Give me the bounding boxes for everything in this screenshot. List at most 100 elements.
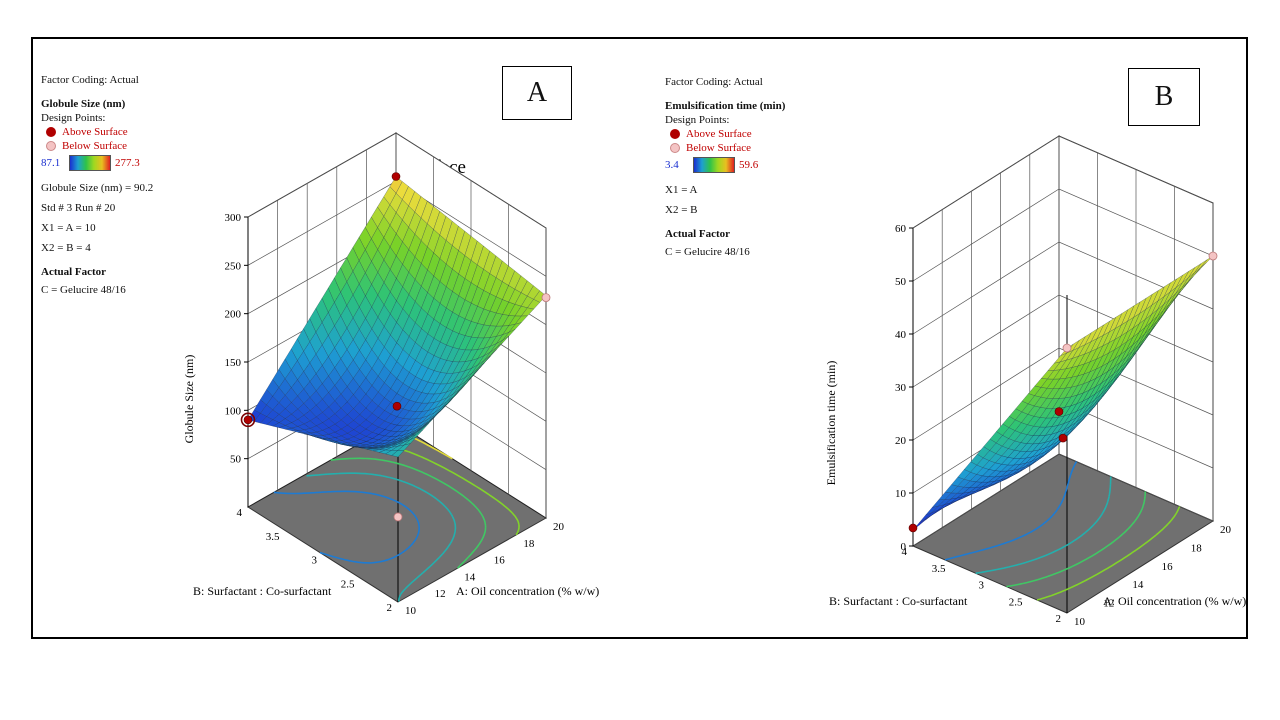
legend-below: Below Surface: [41, 139, 153, 153]
design-point-above: [1054, 407, 1064, 416]
above-surface-label: Above Surface: [62, 126, 128, 138]
z-tick-label: 150: [225, 357, 242, 369]
detail-line: X1 = A: [665, 184, 698, 196]
z-tick-label: 100: [225, 405, 242, 417]
scale-low: 87.1: [41, 157, 61, 169]
panel-a-info: Factor Coding: Actual Globule Size (nm) …: [41, 73, 153, 297]
z-tick-label: 30: [895, 382, 907, 394]
color-scale-bar: [69, 155, 111, 171]
z-tick-label: 10: [895, 488, 907, 500]
floor-contour: [273, 490, 420, 564]
selected-point-ring: [240, 412, 256, 428]
floor-contour: [1006, 491, 1146, 588]
y-axis-label: B: Surfactant : Co-surfactant: [193, 584, 332, 598]
below-surface-icon: [670, 143, 680, 153]
detail-line: Std # 3 Run # 20: [41, 202, 116, 214]
x-tick-label: 20: [553, 521, 565, 533]
x-tick-label: 14: [464, 571, 476, 583]
design-point-above: [243, 415, 253, 425]
z-tick-label: 50: [895, 276, 907, 288]
x-tick-label: 16: [494, 555, 506, 567]
floor-contour: [1036, 506, 1181, 601]
detail-line: X1 = A = 10: [41, 222, 96, 234]
floor-contour: [944, 461, 1078, 561]
y-tick-label: 4: [237, 507, 243, 519]
figure-frame: Factor Coding: Actual Globule Size (nm) …: [31, 37, 1248, 639]
below-surface-icon: [46, 141, 56, 151]
design-points-label: Design Points:: [41, 112, 106, 124]
x-axis-label: A: Oil concentration (% w/w): [1103, 594, 1246, 608]
z-tick-label: 200: [225, 309, 242, 321]
detail-line: Globule Size (nm) = 90.2: [41, 182, 154, 194]
x-tick-label: 18: [523, 538, 535, 550]
y-tick-label: 3.5: [266, 531, 280, 543]
x-axis-label: A: Oil concentration (% w/w): [456, 584, 599, 598]
legend-above: Above Surface: [665, 127, 785, 141]
factor-coding-label: Factor Coding: Actual: [41, 74, 139, 86]
y-tick-label: 2.5: [1009, 596, 1023, 608]
actual-factor-header: Actual Factor: [665, 228, 731, 240]
x-tick-label: 20: [1220, 524, 1232, 536]
scale-high: 59.6: [739, 159, 759, 171]
x-tick-label: 16: [1162, 561, 1174, 573]
z-tick-label: 300: [225, 212, 242, 224]
y-tick-label: 2.5: [341, 578, 355, 590]
design-point-above: [392, 401, 402, 411]
z-tick-label: 20: [895, 435, 907, 447]
panel-letter-box: B: [1128, 68, 1200, 126]
y-tick-label: 3.5: [932, 563, 946, 575]
design-points-label: Design Points:: [665, 114, 730, 126]
x-tick-label: 10: [1074, 616, 1086, 628]
floor-contour: [975, 476, 1112, 575]
response-name: Globule Size (nm): [41, 98, 126, 110]
below-surface-label: Below Surface: [686, 142, 752, 154]
surface-chart-b: 3D Surface010203040506010121416182022.53…: [824, 135, 1246, 628]
z-tick-label: 50: [230, 454, 242, 466]
x-tick-label: 18: [1191, 542, 1203, 554]
design-point-above: [391, 172, 401, 181]
design-point-below: [1208, 251, 1218, 261]
actual-factor-header: Actual Factor: [41, 266, 107, 278]
above-surface-icon: [46, 127, 56, 137]
x-tick-label: 10: [405, 605, 417, 617]
surface-chart-a: 3D Surface501001502002503001012141618202…: [182, 132, 599, 617]
actual-factor-value: C = Gelucire 48/16: [665, 246, 750, 258]
z-axis-label: Globule Size (nm): [182, 355, 196, 444]
floor-contour: [330, 457, 487, 569]
above-surface-icon: [670, 129, 680, 139]
design-point-below: [541, 293, 551, 303]
above-surface-label: Above Surface: [686, 128, 752, 140]
legend-above: Above Surface: [41, 125, 153, 139]
y-tick-label: 3: [979, 580, 985, 592]
x-tick-label: 12: [435, 588, 446, 600]
y-tick-label: 2: [1056, 613, 1062, 625]
x-tick-label: 14: [1132, 579, 1144, 591]
floor-contour: [306, 472, 457, 602]
panel-a: Factor Coding: Actual Globule Size (nm) …: [33, 39, 641, 637]
legend-below: Below Surface: [665, 141, 785, 155]
y-tick-label: 4: [902, 546, 908, 558]
y-tick-label: 2: [387, 602, 393, 614]
y-tick-label: 3: [312, 555, 318, 567]
panel-b-info: Factor Coding: Actual Emulsification tim…: [665, 75, 785, 259]
panel-letter: B: [1154, 81, 1174, 112]
panel-letter-box: A: [502, 66, 572, 120]
y-axis-label: B: Surfactant : Co-surfactant: [829, 594, 968, 608]
color-scale: 3.4 59.6: [665, 157, 785, 173]
z-tick-label: 60: [895, 223, 907, 235]
factor-coding-label: Factor Coding: Actual: [665, 76, 763, 88]
response-name: Emulsification time (min): [665, 100, 786, 112]
z-tick-label: 250: [225, 260, 242, 272]
z-tick-label: 40: [895, 329, 907, 341]
x-tick-label: 12: [1103, 598, 1114, 610]
color-scale: 87.1 277.3: [41, 155, 153, 171]
color-scale-bar: [693, 157, 735, 173]
design-point-above: [908, 523, 918, 533]
panel-b: Factor Coding: Actual Emulsification tim…: [641, 39, 1250, 637]
design-point-below: [393, 512, 403, 522]
below-surface-label: Below Surface: [62, 140, 128, 152]
actual-factor-value: C = Gelucire 48/16: [41, 284, 126, 296]
scale-high: 277.3: [115, 157, 140, 169]
z-tick-label: 0: [901, 541, 907, 553]
surface-facet: [391, 450, 405, 458]
